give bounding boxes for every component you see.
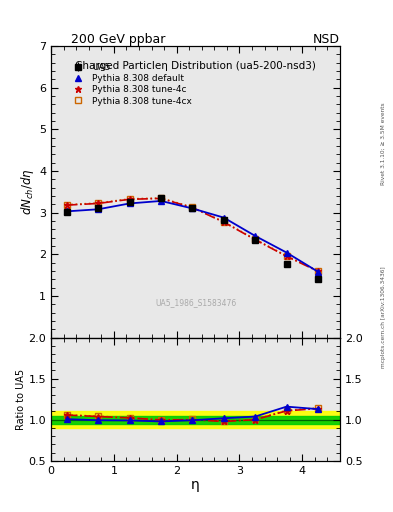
Pythia 8.308 default — [221, 215, 226, 221]
Pythia 8.308 tune-4cx — [96, 200, 101, 206]
Pythia 8.308 default — [316, 269, 320, 275]
Pythia 8.308 tune-4c — [316, 268, 320, 274]
Pythia 8.308 tune-4cx — [253, 236, 257, 242]
X-axis label: η: η — [191, 478, 200, 493]
Text: UA5_1986_S1583476: UA5_1986_S1583476 — [155, 298, 236, 307]
Pythia 8.308 tune-4cx — [316, 268, 320, 274]
Text: NSD: NSD — [313, 33, 340, 46]
Pythia 8.308 tune-4cx — [159, 195, 163, 201]
Pythia 8.308 tune-4c — [284, 253, 289, 260]
Text: 200 GeV ppbar: 200 GeV ppbar — [71, 33, 165, 46]
Pythia 8.308 tune-4cx — [221, 219, 226, 225]
Pythia 8.308 tune-4c — [159, 196, 163, 202]
Pythia 8.308 tune-4cx — [190, 204, 195, 210]
Pythia 8.308 tune-4c — [64, 202, 69, 208]
Text: Charged Particleη Distribution (ua5-200-nsd3): Charged Particleη Distribution (ua5-200-… — [75, 60, 316, 71]
Pythia 8.308 tune-4c — [221, 219, 226, 225]
Bar — [51, 412, 340, 428]
Pythia 8.308 default — [127, 200, 132, 206]
Y-axis label: Ratio to UA5: Ratio to UA5 — [16, 369, 26, 430]
Pythia 8.308 tune-4c — [190, 204, 195, 210]
Text: mcplots.cern.ch [arXiv:1306.3436]: mcplots.cern.ch [arXiv:1306.3436] — [381, 267, 386, 368]
Pythia 8.308 tune-4c — [253, 237, 257, 243]
Line: Pythia 8.308 default: Pythia 8.308 default — [64, 198, 321, 274]
Text: Rivet 3.1.10; ≥ 3.5M events: Rivet 3.1.10; ≥ 3.5M events — [381, 102, 386, 185]
Pythia 8.308 default — [64, 208, 69, 215]
Line: Pythia 8.308 tune-4cx: Pythia 8.308 tune-4cx — [64, 195, 321, 274]
Bar — [51, 416, 340, 424]
Pythia 8.308 default — [253, 233, 257, 239]
Legend: UA5, Pythia 8.308 default, Pythia 8.308 tune-4c, Pythia 8.308 tune-4cx: UA5, Pythia 8.308 default, Pythia 8.308 … — [64, 59, 196, 110]
Pythia 8.308 default — [96, 206, 101, 212]
Y-axis label: $dN_{ch}/d\eta$: $dN_{ch}/d\eta$ — [19, 168, 36, 215]
Line: Pythia 8.308 tune-4c: Pythia 8.308 tune-4c — [63, 195, 321, 275]
Pythia 8.308 tune-4c — [96, 200, 101, 206]
Pythia 8.308 tune-4c — [127, 196, 132, 202]
Pythia 8.308 tune-4cx — [127, 196, 132, 202]
Pythia 8.308 default — [284, 249, 289, 255]
Pythia 8.308 tune-4cx — [64, 202, 69, 208]
Pythia 8.308 default — [159, 198, 163, 204]
Pythia 8.308 default — [190, 205, 195, 211]
Pythia 8.308 tune-4cx — [284, 253, 289, 259]
